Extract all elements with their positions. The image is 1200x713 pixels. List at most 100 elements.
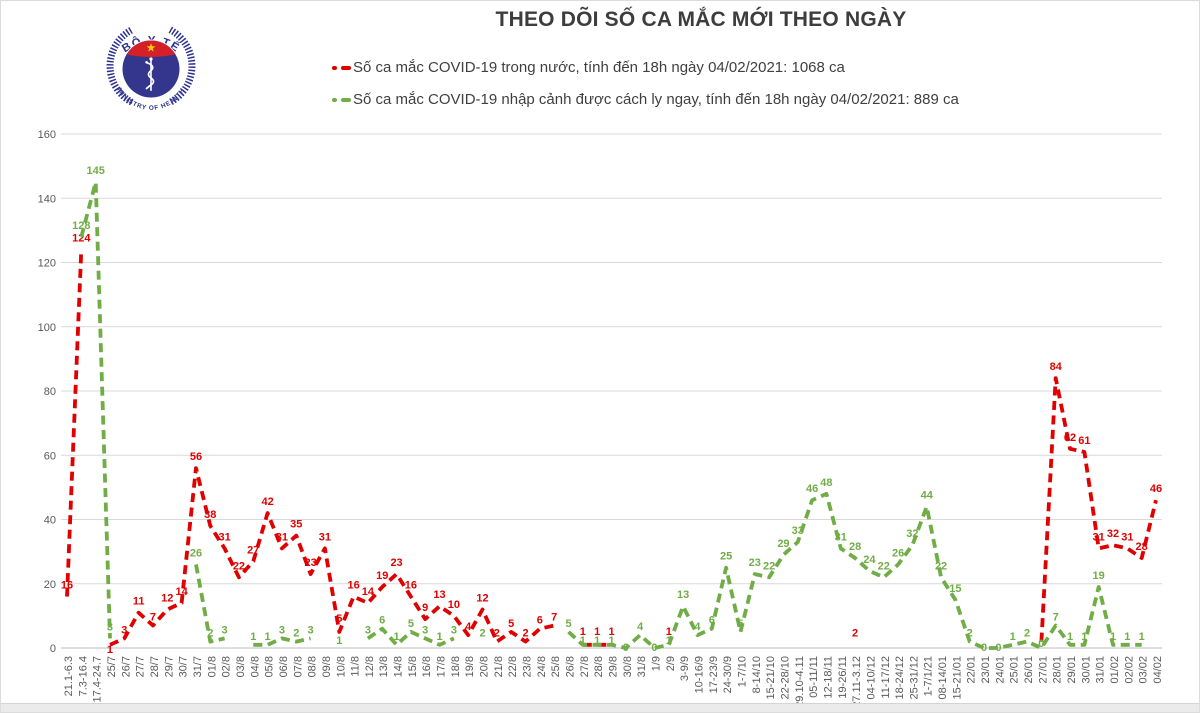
x-tick-label: 18/8 [450, 656, 462, 677]
data-label: 0 [651, 642, 657, 654]
data-label: 6 [709, 615, 715, 627]
data-label: 7 [1053, 612, 1059, 624]
data-label: 48 [820, 477, 832, 489]
data-label: 5 [565, 618, 571, 630]
x-tick-label: 10-16/9 [693, 656, 705, 693]
x-tick-label: 23/8 [522, 656, 534, 677]
logo-ring-left [106, 26, 134, 106]
x-tick-label: 24/8 [536, 656, 548, 677]
data-label: 22 [233, 560, 245, 572]
data-label: 1 [1124, 631, 1130, 643]
data-label: 2 [293, 628, 299, 640]
data-label: 28 [1136, 541, 1148, 553]
bottom-strip [1, 703, 1199, 712]
data-label: 13 [433, 589, 445, 601]
data-label: 38 [204, 509, 216, 521]
x-tick-label: 17.4-24.7 [92, 656, 104, 702]
data-label: 2 [207, 628, 213, 640]
x-tick-label: 1-7/10 [736, 656, 748, 687]
data-label: 1 [594, 635, 600, 647]
data-label: 84 [1050, 361, 1063, 373]
legend-label: Số ca mắc COVID-19 trong nước, tính đến … [353, 59, 845, 76]
x-tick-label: 30/01 [1080, 656, 1092, 684]
x-tick-label: 31/8 [636, 656, 648, 677]
x-tick-label: 30/7 [178, 656, 190, 677]
legend-dash-icon [341, 66, 351, 70]
data-label: 5 [737, 618, 743, 630]
data-label: 3 [107, 621, 113, 633]
x-tick-label: 1/9 [650, 656, 662, 671]
legend-item-imported: Số ca mắc COVID-19 nhập cảnh được cách l… [332, 91, 959, 109]
data-label: 27 [247, 544, 259, 556]
data-label: 4 [465, 621, 472, 633]
y-tick-label: 80 [44, 386, 56, 398]
data-label: 31 [218, 531, 230, 543]
data-label: 32 [906, 528, 918, 540]
x-tick-label: 07/8 [292, 656, 304, 677]
data-label: 1 [265, 631, 271, 643]
data-label: 3 [422, 624, 428, 636]
x-tick-label: 12/8 [364, 656, 376, 677]
x-tick-label: 2/9 [665, 656, 677, 671]
data-label: 0 [623, 642, 629, 654]
legend-label: Số ca mắc COVID-19 nhập cảnh được cách l… [353, 91, 959, 108]
data-label: 5 [508, 618, 514, 630]
x-tick-label: 31/7 [192, 656, 204, 677]
data-label: 28 [849, 541, 861, 553]
data-label: 31 [1093, 531, 1105, 543]
data-label: 3 [222, 624, 228, 636]
data-label: 1 [394, 631, 400, 643]
data-label: 25 [720, 551, 732, 563]
legend-item-domestic: Số ca mắc COVID-19 trong nước, tính đến … [332, 59, 959, 77]
data-label: 128 [72, 220, 90, 232]
x-tick-label: 14/8 [393, 656, 405, 677]
data-label: 3 [308, 624, 314, 636]
x-tick-label: 29/7 [163, 656, 175, 677]
x-tick-label: 25-31/12 [908, 656, 920, 699]
data-label: 14 [176, 586, 189, 598]
data-label: 10 [448, 599, 460, 611]
domestic-series-line [1039, 376, 1158, 642]
imported-series-line [194, 564, 226, 644]
x-tick-label: 28/7 [149, 656, 161, 677]
y-tick-label: 0 [50, 643, 56, 655]
domestic-series-line [65, 249, 84, 597]
data-label: 3 [365, 624, 371, 636]
x-tick-label: 05/8 [264, 656, 276, 677]
data-label: 2 [1024, 628, 1030, 640]
x-tick-label: 09/8 [321, 656, 333, 677]
data-label: 2 [494, 628, 500, 640]
imported-series-line [366, 626, 455, 647]
logo-serpent-head [145, 61, 148, 64]
data-label: 2 [967, 628, 973, 640]
x-tick-label: 12-18/11 [822, 656, 834, 699]
data-label: 0 [995, 642, 1001, 654]
x-tick-label: 27/8 [579, 656, 591, 677]
data-label: 4 [637, 621, 644, 633]
data-label: 1 [1139, 631, 1145, 643]
x-tick-label: 21/8 [493, 656, 505, 677]
x-tick-label: 29.10-4.11 [794, 656, 806, 708]
x-tick-label: 15/8 [407, 656, 419, 677]
data-label: 1 [594, 626, 600, 638]
data-label: 11 [133, 596, 145, 608]
x-tick-label: 25/8 [550, 656, 562, 677]
logo-staff [150, 59, 152, 91]
y-tick-label: 20 [44, 579, 56, 591]
page-title: THEO DÕI SỐ CA MẮC MỚI THEO NGÀY [495, 8, 907, 31]
data-label: 3 [451, 624, 457, 636]
data-label: 46 [806, 483, 818, 495]
data-label: 9 [422, 602, 428, 614]
data-label: 1 [1010, 631, 1016, 643]
x-tick-label: 02/02 [1123, 656, 1135, 684]
x-tick-label: 15-21/10 [765, 656, 777, 699]
data-label: 23 [304, 557, 316, 569]
x-tick-label: 26/8 [565, 656, 577, 677]
data-label: 1 [107, 644, 113, 656]
data-label: 1 [1110, 631, 1116, 643]
x-tick-label: 24-30/9 [722, 656, 734, 693]
logo-star-icon [146, 43, 156, 52]
x-tick-label: 08-14/01 [937, 656, 949, 699]
x-tick-label: 03/8 [235, 656, 247, 677]
imported-series-line [79, 180, 112, 639]
